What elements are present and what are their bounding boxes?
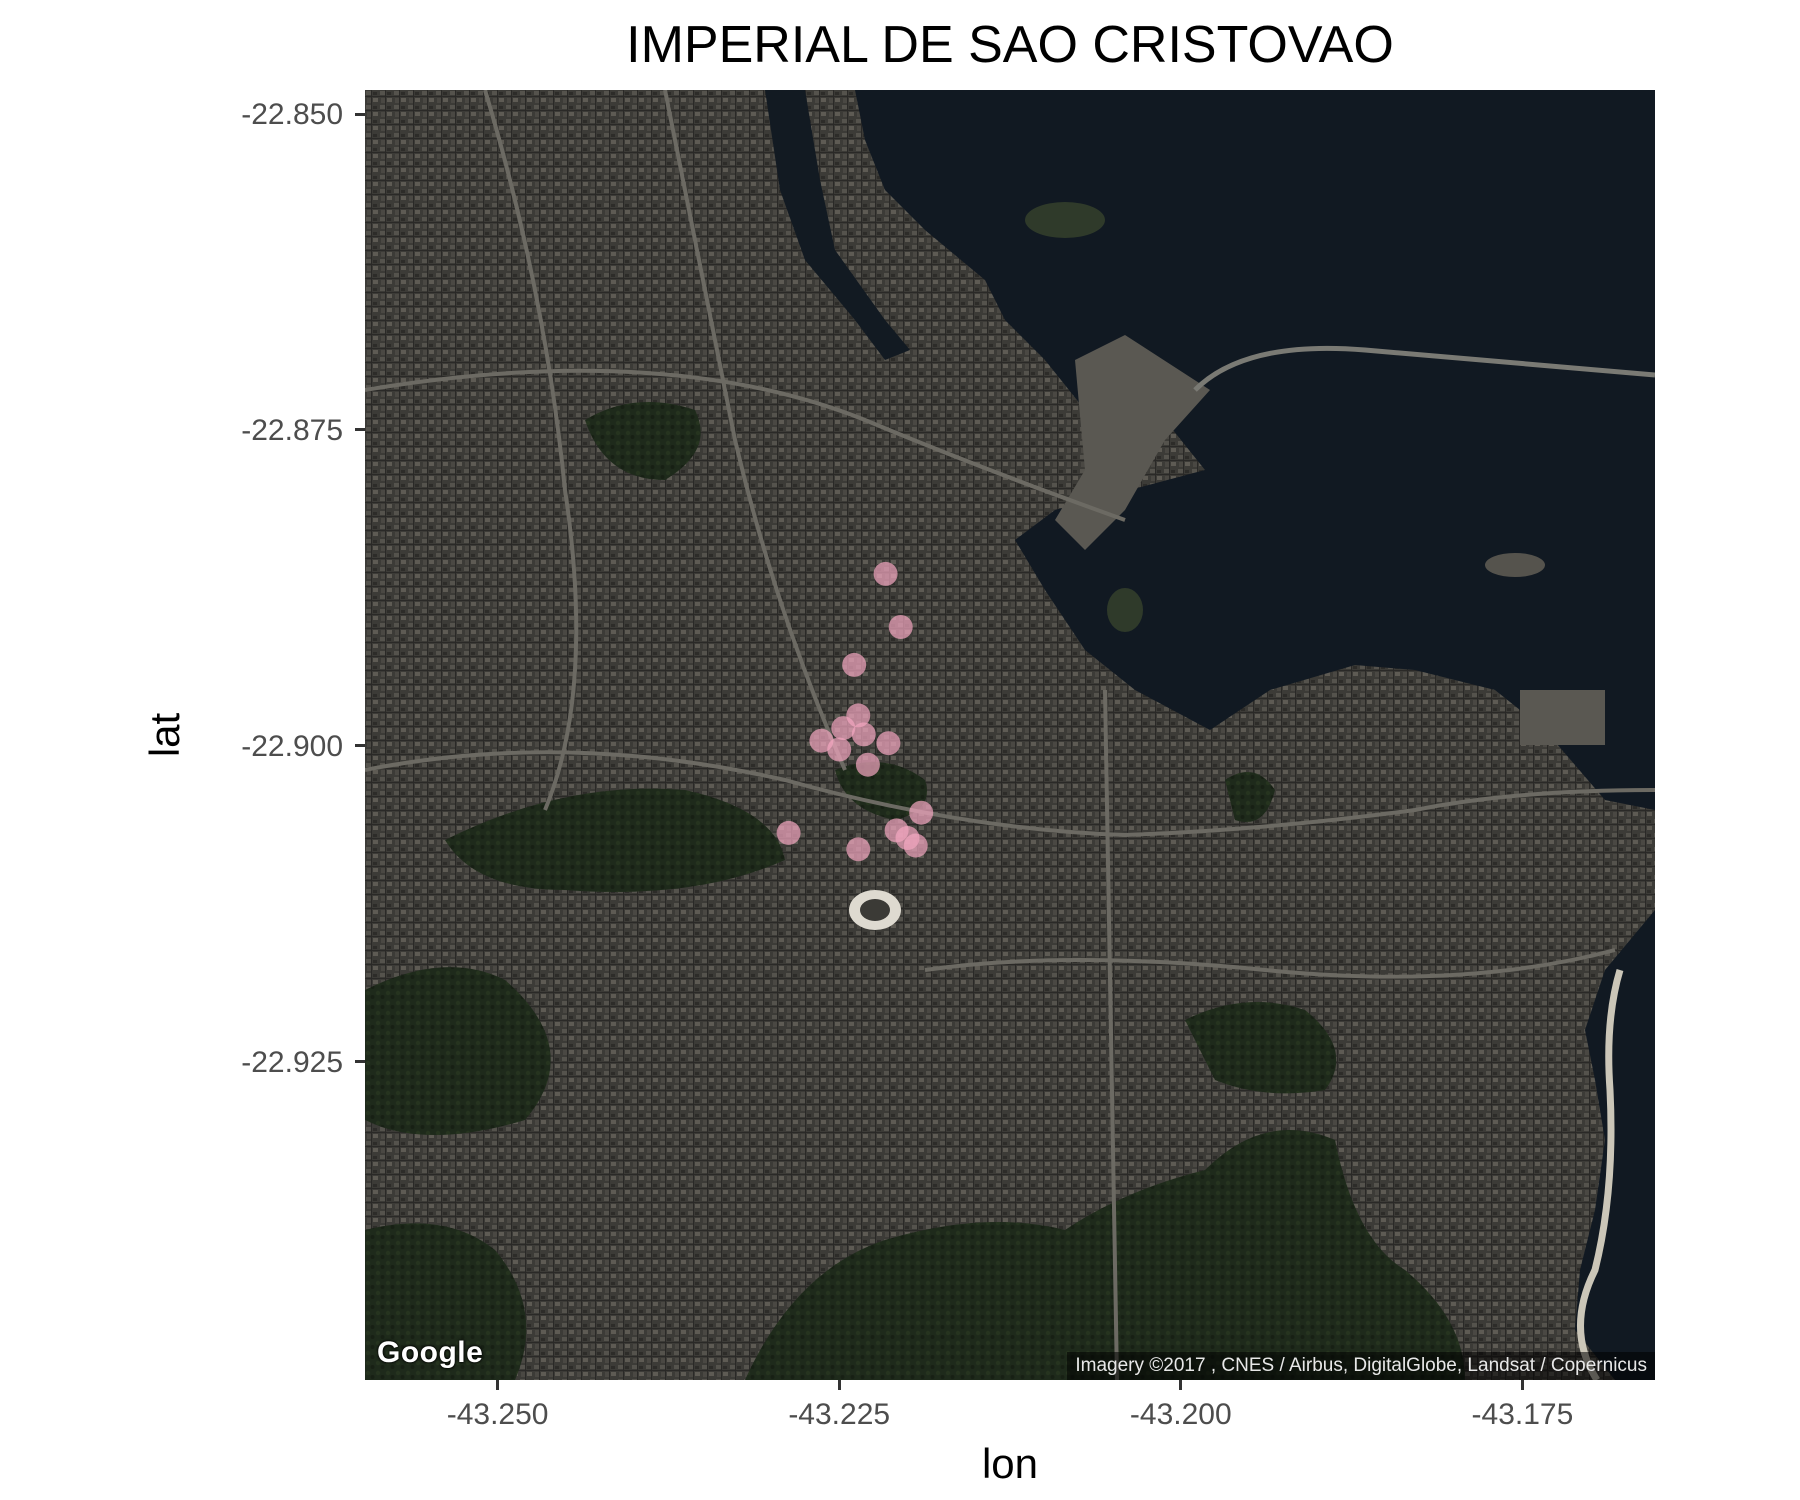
x-axis: -43.250 -43.225 -43.200 -43.175	[365, 1380, 1655, 1431]
x-tick-label: -43.175	[1471, 1398, 1574, 1431]
data-point	[903, 833, 928, 858]
y-axis-title: lat	[141, 712, 188, 758]
island-port	[1520, 690, 1605, 745]
island	[1107, 588, 1143, 632]
data-point	[884, 818, 909, 843]
hill-forest	[745, 1130, 1465, 1380]
y-tick-label: -22.900	[241, 729, 343, 763]
hill-forest	[835, 762, 927, 820]
y-tick-label: -22.850	[241, 98, 343, 131]
y-tick-mark	[355, 744, 365, 748]
data-point	[876, 731, 901, 756]
data-point	[842, 652, 867, 677]
x-tick-label: -43.200	[1129, 1398, 1232, 1431]
guanabara-bay	[855, 90, 1655, 810]
hill-forest	[365, 1223, 527, 1380]
roads	[365, 90, 1655, 1380]
y-tick-mark	[355, 112, 365, 116]
y-axis: -22.850 -22.875 -22.900 -22.925	[241, 90, 365, 1380]
x-tick-mark	[837, 1380, 841, 1390]
data-point	[827, 737, 852, 762]
x-tick-mark	[496, 1380, 500, 1390]
y-tick-mark	[355, 428, 365, 432]
hill-forest	[1225, 772, 1275, 822]
satellite-basemap	[365, 90, 1655, 1380]
hill-forest	[365, 967, 551, 1135]
data-point	[809, 728, 834, 753]
satellite-map-panel[interactable]: Google Imagery ©2017 , CNES / Airbus, Di…	[365, 90, 1655, 1380]
data-point	[888, 615, 913, 639]
data-point	[846, 703, 871, 728]
data-point	[909, 800, 934, 825]
y-tick-label: -22.875	[241, 413, 343, 447]
hill-forest	[445, 788, 785, 892]
data-points	[776, 561, 934, 862]
island	[1485, 553, 1545, 577]
island	[1025, 202, 1105, 238]
imagery-attribution[interactable]: Imagery ©2017 , CNES / Airbus, DigitalGl…	[1067, 1352, 1655, 1380]
beach	[1577, 968, 1624, 1380]
data-point	[846, 837, 871, 862]
channel-water	[765, 90, 910, 360]
data-point	[851, 722, 876, 747]
stadium-field	[860, 899, 890, 921]
x-axis-title: lon	[981, 1440, 1039, 1487]
x-tick-mark	[1179, 1380, 1183, 1390]
x-tick-label: -43.225	[788, 1398, 891, 1431]
y-tick-mark	[355, 1060, 365, 1064]
y-tick-label: -22.925	[241, 1045, 343, 1079]
hill-forest	[1185, 1002, 1337, 1094]
x-tick-mark	[1520, 1380, 1524, 1390]
data-point	[873, 561, 898, 586]
chart-title: IMPERIAL DE SAO CRISTOVAO	[626, 16, 1394, 74]
port-area	[1055, 335, 1210, 550]
google-logo: Google	[377, 1336, 484, 1369]
data-point	[776, 820, 801, 845]
data-point	[855, 752, 880, 777]
hill-forest	[585, 402, 701, 480]
x-tick-label: -43.250	[446, 1398, 549, 1431]
bridge	[1193, 345, 1655, 392]
